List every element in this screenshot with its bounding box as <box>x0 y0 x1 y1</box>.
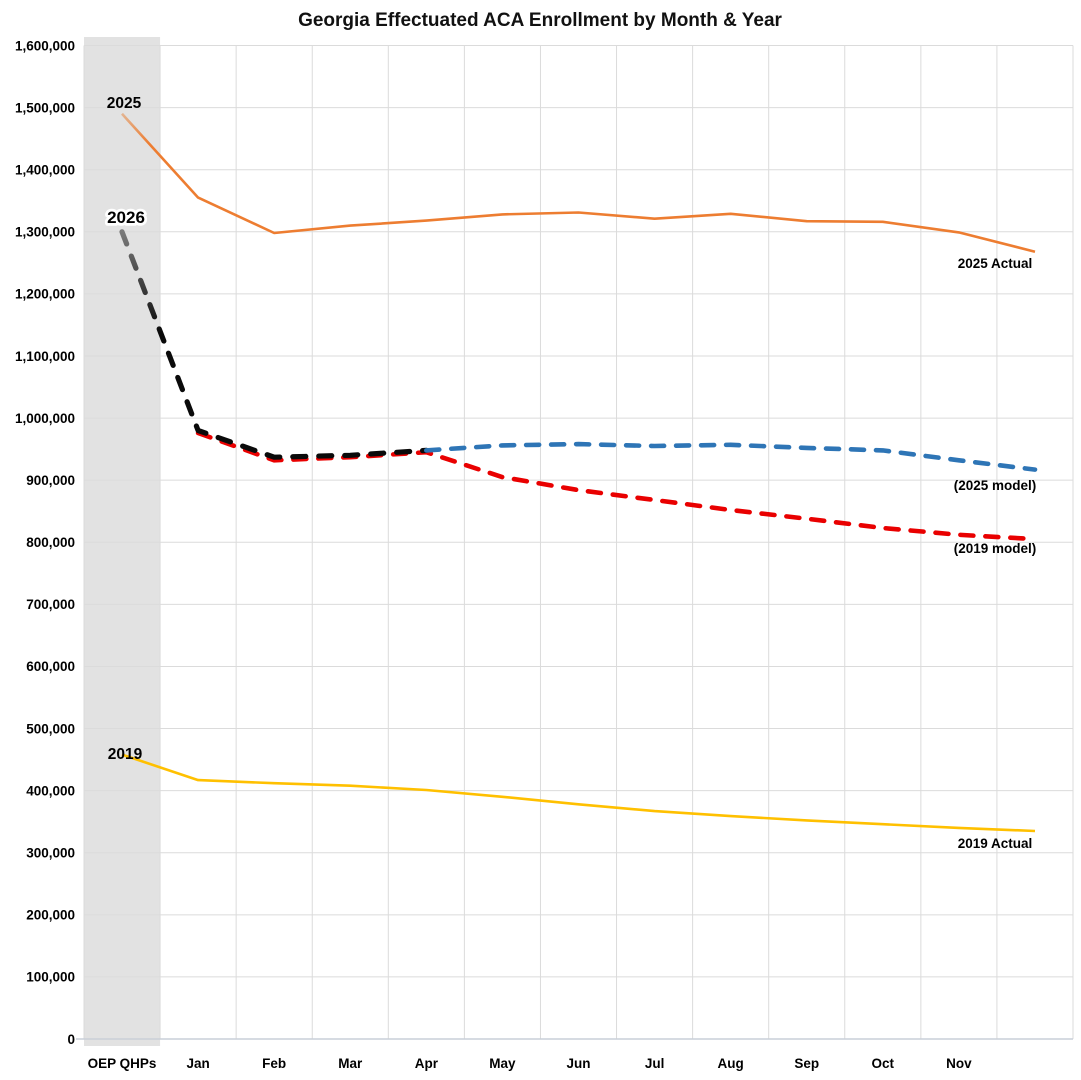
series-label-2019-actual: 2019 Actual <box>958 836 1033 851</box>
y-tick-label: 1,300,000 <box>15 225 75 240</box>
y-tick-label: 100,000 <box>26 970 75 985</box>
y-tick-label: 1,400,000 <box>15 162 75 177</box>
y-tick-label: 200,000 <box>26 908 75 923</box>
series-line-2025-model <box>423 441 1038 472</box>
series-line-2019-model <box>195 430 1038 542</box>
x-tick-label: Mar <box>338 1056 363 1071</box>
series-label-2019: 2019 <box>108 746 143 763</box>
y-tick-label: 1,200,000 <box>15 287 75 302</box>
x-tick-label: Sep <box>794 1056 819 1071</box>
y-tick-label: 800,000 <box>26 535 75 550</box>
x-tick-label: Apr <box>415 1056 439 1071</box>
x-tick-label: Jul <box>645 1056 665 1071</box>
x-tick-label: Aug <box>718 1056 744 1071</box>
x-tick-label: Feb <box>262 1056 286 1071</box>
y-tick-label: 600,000 <box>26 659 75 674</box>
x-tick-label: OEP QHPs <box>88 1056 157 1071</box>
oep-highlight-band-layer <box>84 37 161 1046</box>
oep-highlight-band <box>84 37 161 1046</box>
series-label-2025: 2025 <box>107 95 142 112</box>
y-tick-label: 500,000 <box>26 721 75 736</box>
y-tick-label: 0 <box>67 1032 75 1047</box>
series-label-2025-actual: 2025 Actual <box>958 256 1033 271</box>
series-line-2026 <box>119 229 429 460</box>
y-tick-label: 1,100,000 <box>15 349 75 364</box>
series-label-2025-model: (2025 model) <box>954 478 1037 493</box>
y-tick-label: 900,000 <box>26 473 75 488</box>
chart-title: Georgia Effectuated ACA Enrollment by Mo… <box>298 10 782 31</box>
y-tick-label: 1,600,000 <box>15 38 75 53</box>
x-tick-label: Jun <box>566 1056 590 1071</box>
x-tick-label: Nov <box>946 1056 972 1071</box>
series-label-2026: 2026 <box>107 208 145 227</box>
series-line-2025-actual <box>121 112 1036 253</box>
y-tick-label: 300,000 <box>26 846 75 861</box>
axis-labels-layer: 0 100,000 200,000 300,000 400,000 500,000 600,… <box>15 38 972 1071</box>
y-tick-label: 400,000 <box>26 783 75 798</box>
gridline-layer <box>76 45 1074 1040</box>
series-label-2019-model: (2019 model) <box>954 541 1037 556</box>
y-tick-label: 1,500,000 <box>15 100 75 115</box>
series-lines-layer <box>119 112 1038 833</box>
y-tick-label: 700,000 <box>26 597 75 612</box>
series-line-2019-actual <box>121 753 1036 833</box>
annotation-layer: 2025 2026 2019 2025 Actual (2025 model) (2019… <box>104 95 1037 851</box>
y-tick-label: 1,000,000 <box>15 411 75 426</box>
x-tick-label: Jan <box>186 1056 209 1071</box>
x-tick-label: Oct <box>872 1056 895 1071</box>
x-tick-label: May <box>489 1056 516 1071</box>
